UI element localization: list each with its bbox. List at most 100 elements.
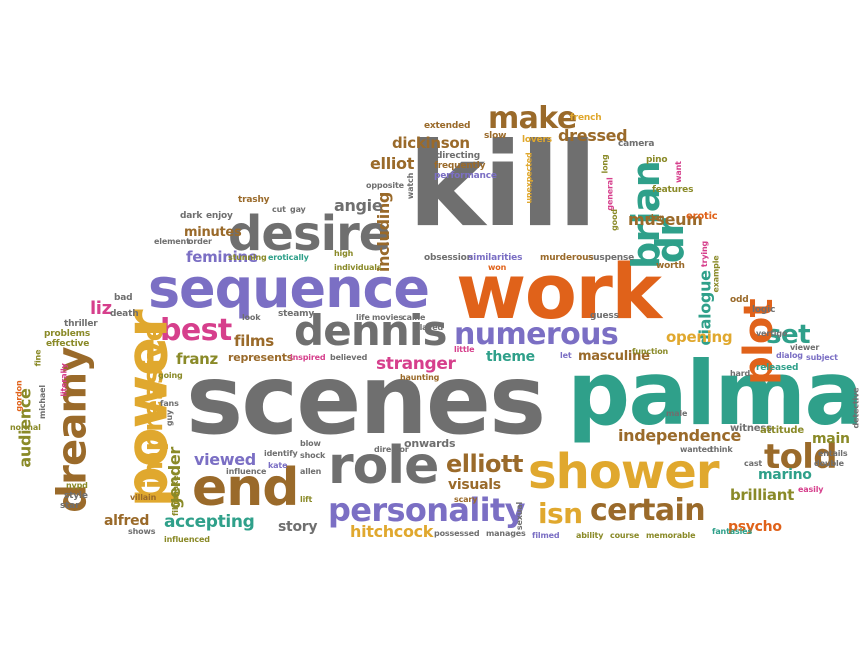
word-isn: isn (538, 497, 583, 530)
word-viewer: viewer (790, 343, 820, 352)
word-stranger: stranger (376, 354, 456, 374)
word-dressed: dressed (558, 126, 628, 145)
word-possessed: possessed (434, 529, 480, 538)
word-manages: manages (486, 529, 526, 538)
word-nypd: nypd (66, 481, 88, 490)
word-unexpected: unexpected (524, 152, 534, 204)
word-order: order (188, 237, 212, 246)
word-scenes: scenes (186, 344, 546, 456)
word-erotic: erotic (686, 211, 718, 222)
word-gay: gay (290, 205, 306, 214)
word-elliott: elliott (446, 450, 524, 478)
word-good: good (609, 209, 619, 231)
word-desire: desire (228, 206, 391, 262)
word-haunting: haunting (400, 373, 440, 382)
word-style: style (64, 491, 88, 501)
word-films: films (234, 332, 274, 350)
word-opposite: opposite (366, 181, 404, 190)
word-element: element (154, 237, 190, 246)
word-movies: movies (372, 313, 404, 322)
word-erotically: erotically (268, 253, 309, 262)
word-fine: fine (33, 349, 43, 367)
word-steamy: steamy (278, 309, 315, 319)
word-onwards: onwards (404, 437, 456, 450)
word-performance: performance (434, 171, 497, 181)
word-life: life (356, 313, 370, 322)
word-witness: witness (730, 423, 772, 434)
word-guy: guy (165, 409, 175, 427)
word-slow: slow (484, 131, 507, 141)
word-suspense: suspense (588, 253, 635, 263)
word-attitude: attitude (760, 425, 804, 436)
word-set: set (766, 320, 811, 350)
word-caine: caine (402, 313, 426, 322)
word-death: death (110, 309, 139, 319)
word-similarities: similarities (468, 253, 523, 263)
word-fantasies: fantasies (712, 527, 753, 536)
word-viewed: viewed (194, 450, 256, 469)
word-villain: villain (130, 493, 157, 502)
word-gordon: gordon (14, 380, 24, 412)
word-normal: normal (10, 423, 41, 432)
word-filmmaker: filmmaker (171, 471, 181, 517)
word-allen: allen (300, 467, 322, 476)
word-certain: certain (590, 493, 706, 528)
word-dialog: dialog (776, 351, 803, 360)
word-male: male (666, 409, 688, 418)
word-filmed: filmed (532, 531, 560, 540)
word-told: told (764, 437, 838, 477)
word-literally: literally (59, 363, 69, 397)
word-general: general (605, 177, 615, 211)
word-hard: hard (730, 369, 751, 378)
word-numerous: numerous (454, 317, 619, 352)
word-independence: independence (618, 426, 742, 445)
word-minutes: minutes (184, 225, 242, 240)
word-cast: cast (744, 459, 763, 468)
word-odd: odd (730, 295, 749, 305)
word-liz: liz (90, 298, 112, 319)
word-entails: entails (818, 449, 848, 458)
word-directing: directing (436, 151, 481, 161)
word-believed: believed (330, 353, 368, 362)
word-individuals: individuals (334, 263, 382, 272)
word-dark: dark (180, 211, 203, 221)
word-pino: pino (646, 155, 668, 165)
word-don: don (648, 213, 665, 222)
word-double: double (814, 459, 844, 468)
word-franz: franz (176, 350, 218, 368)
word-psycho: psycho (728, 519, 782, 535)
word-elliot: elliot (370, 154, 415, 173)
word-guess: guess (590, 311, 619, 321)
word-think: think (710, 445, 733, 454)
word-sequence: sequence (148, 257, 430, 320)
word-opening: opening (666, 328, 733, 346)
word-alfred: alfred (104, 513, 150, 529)
word-shock: shock (300, 451, 326, 460)
word-ability: ability (576, 531, 604, 540)
word-masculine: masculine (578, 349, 650, 364)
word-cut: cut (272, 205, 286, 214)
word-murderous: murderous (540, 253, 594, 263)
word-main: main (812, 431, 850, 447)
word-course: course (610, 531, 640, 540)
word-effective: effective (46, 339, 90, 349)
word-brilliant: brilliant (730, 486, 794, 504)
word-lovers: lovers (522, 135, 552, 145)
word-thriller: thriller (64, 319, 98, 329)
word-let: let (560, 351, 572, 360)
word-make: make (488, 101, 577, 136)
word-trashy: trashy (238, 195, 270, 205)
word-fans: fans (160, 399, 179, 408)
word-accepting: accepting (164, 512, 255, 532)
word-french: french (570, 113, 602, 123)
word-problems: problems (44, 329, 90, 339)
word-influenced: influenced (164, 535, 210, 544)
word-angie: angie (334, 196, 383, 215)
word-stunning: stunning (228, 253, 267, 262)
word-wanted: wanted (680, 445, 713, 454)
word-star: star (60, 501, 80, 511)
word-watch: watch (406, 172, 416, 200)
word-kill: kill (408, 118, 597, 253)
word-detective: detective (851, 387, 861, 429)
